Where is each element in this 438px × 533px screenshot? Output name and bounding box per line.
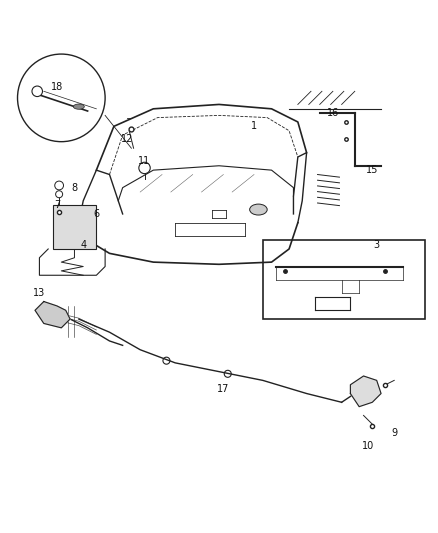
Text: 11: 11	[138, 156, 151, 166]
Text: 6: 6	[93, 209, 99, 219]
Text: 7: 7	[54, 200, 60, 210]
Ellipse shape	[250, 204, 267, 215]
Text: 4: 4	[80, 240, 86, 249]
Text: 13: 13	[33, 288, 46, 298]
Polygon shape	[35, 302, 70, 328]
Circle shape	[55, 181, 64, 190]
FancyBboxPatch shape	[53, 205, 96, 249]
Text: 15: 15	[366, 165, 378, 175]
Text: 1: 1	[251, 122, 257, 131]
Circle shape	[56, 191, 63, 198]
Text: 17: 17	[217, 384, 230, 394]
Polygon shape	[350, 376, 381, 407]
Text: 16: 16	[327, 108, 339, 118]
Text: 10: 10	[362, 441, 374, 451]
Text: 9: 9	[391, 428, 397, 438]
Circle shape	[139, 162, 150, 174]
Circle shape	[32, 86, 42, 96]
Text: 18: 18	[51, 82, 63, 92]
Text: 3: 3	[374, 240, 380, 249]
Text: 8: 8	[71, 183, 78, 192]
Ellipse shape	[74, 104, 84, 109]
Text: 12: 12	[121, 134, 133, 144]
